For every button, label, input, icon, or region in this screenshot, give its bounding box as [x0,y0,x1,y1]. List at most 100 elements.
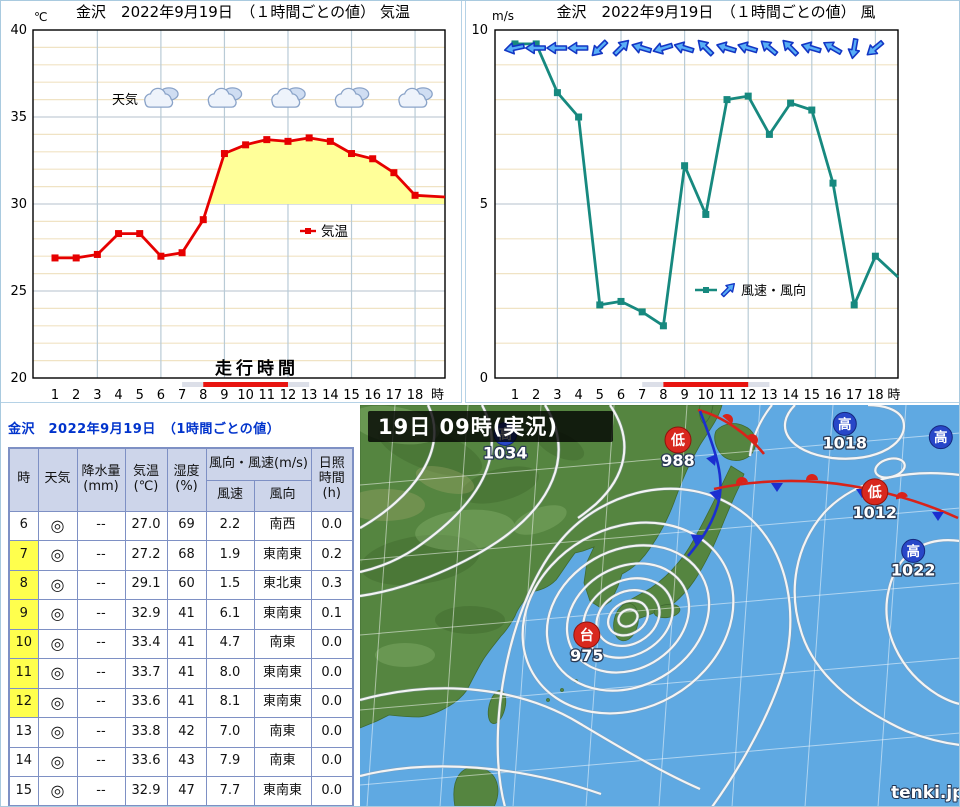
data-point [850,301,858,309]
cell-humidity: 47 [166,776,207,807]
cell-hour: 13 [8,717,39,748]
cell-weather: ◎ [37,510,78,541]
hourly-weather-table: 時 天気 降水量 (mm) 気温 (℃) 湿度 (%) 風向・風速(m/s) 日… [8,447,354,807]
wind-direction-arrow [591,39,609,57]
col-wind-dir: 風向 [253,479,312,512]
data-point [115,230,123,238]
cell-precip: -- [76,599,126,630]
cell-temp: 27.0 [124,510,168,541]
wind-direction-arrow [737,41,759,54]
data-point [369,155,377,163]
x-tick-label: 7 [638,388,646,403]
cell-sunshine: 0.0 [310,776,354,807]
cell-sunshine: 0.0 [310,658,354,689]
y-tick-label: 5 [480,197,488,212]
cell-wind_speed: 8.0 [205,658,255,689]
cell-hour: 14 [8,746,39,777]
cell-wind_dir: 東南東 [253,599,312,630]
weather-row-label: 天気 [112,92,138,108]
legend: 気温 [300,224,348,240]
x-tick-label: 1 [51,388,59,403]
x-tick-label: 8 [659,388,667,403]
cell-weather: ◎ [37,540,78,571]
table-header: 時 天気 降水量 (mm) 気温 (℃) 湿度 (%) 風向・風速(m/s) 日… [8,447,354,512]
svg-text:高: 高 [906,543,920,560]
cell-hour: 15 [8,776,39,807]
y-tick-label: 40 [10,23,27,38]
table-title: 金沢 2022年9月19日 （1時間ごとの値） [8,422,281,437]
cell-weather: ◎ [37,658,78,689]
wind-direction-arrow [866,39,885,56]
x-tick-label: 17 [386,388,403,403]
cell-wind_speed: 4.7 [205,628,255,659]
x-tick-label: 12 [280,388,297,403]
cell-hour: 12 [8,687,39,718]
x-tick-label: 11 [259,388,276,403]
x-tick-label: 16 [825,388,842,403]
wind-direction-arrow [631,41,653,54]
cell-precip: -- [76,510,126,541]
data-point [199,216,207,224]
datetime-label-box: 19日 09時(実況) [368,411,613,442]
x-tick-label: 2 [72,388,80,403]
cell-sunshine: 0.1 [310,599,354,630]
cloudy-icon [207,87,243,108]
x-tick-label: 10 [237,388,254,403]
cell-wind_dir: 東北東 [253,569,312,600]
data-point [829,179,837,187]
x-tick-label: 8 [199,388,207,403]
svg-text:高: 高 [934,429,948,446]
x-tick-label: 9 [680,388,688,403]
cell-temp: 33.4 [124,628,168,659]
data-point [411,191,419,199]
island-dot [546,698,550,702]
wind-direction-arrow [760,40,779,57]
data-point [575,113,583,121]
table-row: 8 ◎ -- 29.1 60 1.5 東北東 0.3 [8,569,354,600]
cell-wind_speed: 8.1 [205,687,255,718]
cell-precip: -- [76,717,126,748]
x-tick-label: 17 [846,388,863,403]
pressure-systems: 高1034低988高1018高低1012高1022台975 [482,411,953,666]
wind-direction-arrow [823,41,843,56]
cell-precip: -- [76,687,126,718]
svg-text:1012: 1012 [853,503,898,522]
cell-wind_dir: 東南東 [253,776,312,807]
cell-temp: 33.7 [124,658,168,689]
x-tick-label: 15 [804,388,821,403]
cell-sunshine: 0.0 [310,510,354,541]
x-tick-label: 18 [867,388,884,403]
data-point [659,322,667,330]
table-body: 6 ◎ -- 27.0 69 2.2 南西 0.0 7 ◎ -- 27.2 68 1.9 東南東 0.2 8 ◎ -… [8,510,354,807]
wind-direction-arrow [847,37,861,60]
cell-weather: ◎ [37,599,78,630]
table-row: 14 ◎ -- 33.6 43 7.9 南東 0.0 [8,746,354,777]
island-dot [560,688,564,692]
y-tick-label: 0 [480,371,488,386]
x-tick-label: 13 [301,388,318,403]
cell-weather: ◎ [37,776,78,807]
table-row: 15 ◎ -- 32.9 47 7.7 東南東 0.0 [8,776,354,807]
cell-wind_speed: 6.1 [205,599,255,630]
cell-hour: 8 [8,569,39,600]
cell-wind_speed: 1.5 [205,569,255,600]
cell-weather: ◎ [37,569,78,600]
col-hour: 時 [8,447,39,512]
legend-label: 気温 [321,224,348,240]
data-point [871,252,879,260]
cell-precip: -- [76,746,126,777]
data-point [553,89,561,97]
x-tick-label: 2 [532,388,540,403]
svg-text:975: 975 [570,646,603,665]
cell-wind_dir: 東南東 [253,658,312,689]
svg-text:台: 台 [580,627,594,644]
cell-weather: ◎ [37,687,78,718]
x-axis-unit: 時 [431,388,444,403]
cell-precip: -- [76,776,126,807]
table-row: 7 ◎ -- 27.2 68 1.9 東南東 0.2 [8,540,354,571]
data-point [51,254,59,262]
svg-text:低: 低 [670,432,685,449]
cloudy-icon [398,87,433,108]
